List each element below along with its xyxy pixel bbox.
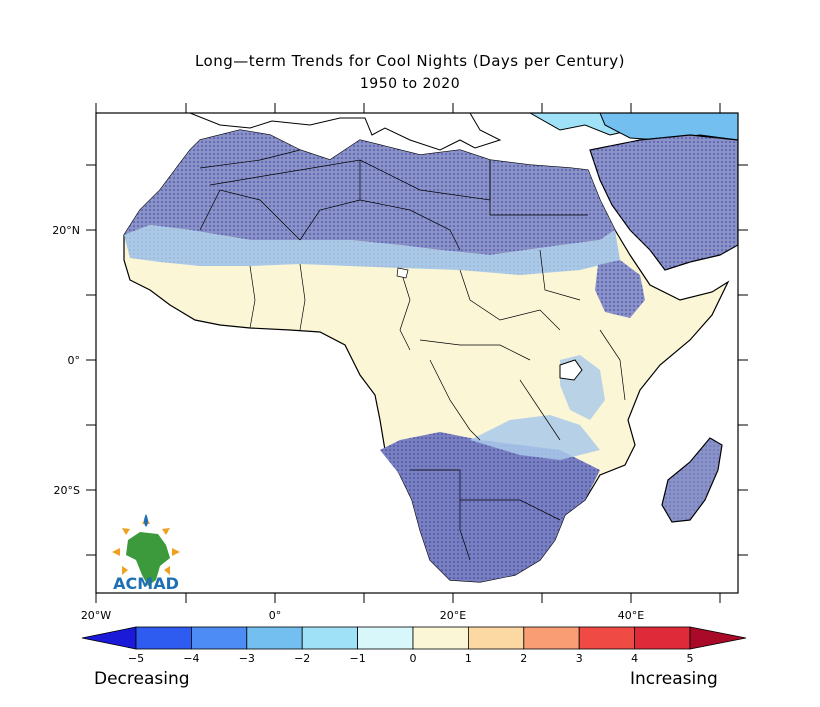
zambia-trend-region [470,415,600,460]
colorbar-box [523,626,580,650]
colorbar-max-arrow [689,626,747,650]
madagascar-stipple [662,438,722,522]
map-border [95,112,739,594]
colorbar-box [634,626,691,650]
africa-logo-icon [126,532,170,586]
sahara-stipple [124,130,615,255]
sahel-stipple [124,225,620,275]
lat-label: 20°N [52,224,80,237]
lake-chad [396,267,409,279]
colorbar-tick-label: −2 [294,652,310,665]
colorbar-tick-label: 0 [410,652,417,665]
map-content [123,113,738,583]
lon-label: 20°W [81,609,111,622]
arabia-stipple [590,135,738,270]
colorbar-box [467,626,525,650]
colorbar-tick-label: 2 [520,652,527,665]
colorbar-tick-label: 4 [631,652,638,665]
lon-label: 20°E [440,609,466,622]
colorbar-box [578,626,636,650]
colorbar-box [246,626,303,650]
map-subtitle: 1950 to 2020 [359,76,461,92]
water-drop-icon [144,514,148,527]
colorbar-tick-label: 1 [465,652,472,665]
logo-text: ACMAD [113,574,179,593]
lat-label: 20°S [54,484,80,497]
colorbar-left-label: Decreasing [94,669,190,689]
colorbar-tick-label: 3 [576,652,583,665]
colorbar-tick-label: −4 [183,652,199,665]
lat-label: 0° [68,354,81,367]
lon-label: 0° [269,609,282,622]
acmad-logo: ACMAD [112,514,180,593]
colorbar-tick-label: −3 [239,652,255,665]
colorbar-box [135,626,192,650]
colorbar: −5 −4 −3 −2 −1 0 1 2 3 4 5 [81,626,747,665]
ethiopia-stipple [595,260,645,318]
colorbar-box [412,626,469,650]
colorbar-tick-label: 5 [687,652,694,665]
colorbar-box [357,626,414,650]
colorbar-box [301,626,359,650]
lon-label: 40°E [618,609,644,622]
europe-landmass [189,113,502,151]
colorbar-tick-label: −5 [128,652,144,665]
colorbar-tick-label: −1 [349,652,365,665]
map-title: Long—term Trends for Cool Nights (Days p… [194,52,626,70]
lake-victoria [559,359,583,381]
southern-africa-stipple [380,432,600,582]
colorbar-box [190,626,248,650]
axis-ticks [86,103,748,603]
colorbar-min-arrow [81,626,137,650]
country-borders [199,149,626,561]
colorbar-right-label: Increasing [630,669,718,689]
